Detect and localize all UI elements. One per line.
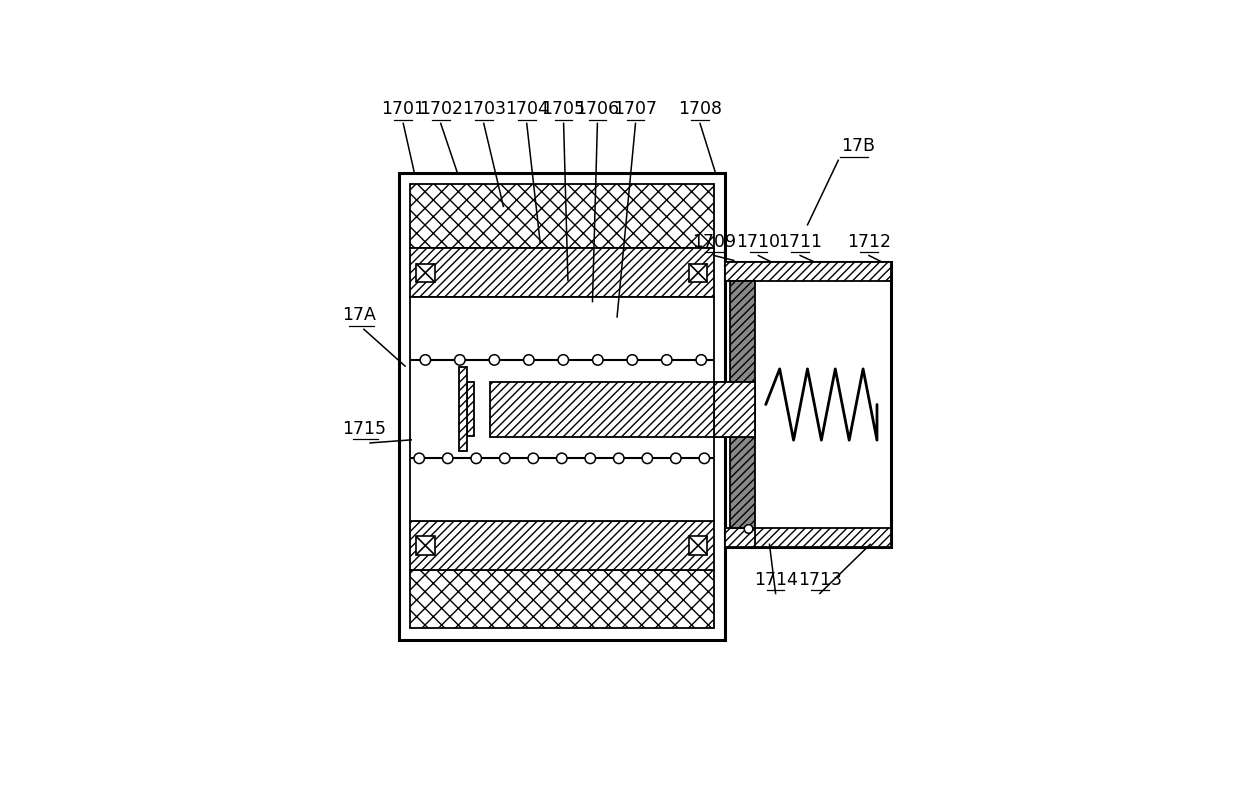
Text: 1706: 1706	[575, 101, 620, 118]
Circle shape	[558, 354, 568, 365]
Circle shape	[614, 453, 624, 464]
Bar	[417, 263, 434, 282]
Bar	[490, 381, 713, 437]
Text: 1710: 1710	[737, 232, 780, 251]
Circle shape	[414, 453, 424, 464]
Circle shape	[489, 354, 500, 365]
Circle shape	[585, 453, 595, 464]
Text: 1711: 1711	[779, 232, 822, 251]
Circle shape	[642, 453, 652, 464]
Text: 1707: 1707	[614, 101, 657, 118]
Bar	[729, 282, 755, 527]
Text: 1715: 1715	[342, 420, 386, 438]
Text: 17A: 17A	[342, 306, 376, 324]
Circle shape	[500, 453, 510, 464]
Text: 1708: 1708	[678, 101, 722, 118]
Text: 1705: 1705	[542, 101, 585, 118]
Text: 1702: 1702	[419, 101, 463, 118]
Bar	[417, 536, 434, 555]
Bar	[724, 262, 890, 547]
Bar	[689, 263, 707, 282]
Circle shape	[696, 354, 707, 365]
Circle shape	[557, 453, 567, 464]
Text: 1709: 1709	[692, 232, 737, 251]
Bar	[713, 381, 755, 437]
Bar	[410, 570, 713, 629]
Bar	[724, 527, 890, 547]
Bar	[724, 262, 890, 282]
Bar	[410, 184, 713, 248]
Circle shape	[744, 524, 753, 533]
Text: 1712: 1712	[847, 232, 892, 251]
Circle shape	[593, 354, 603, 365]
Text: 17B: 17B	[842, 137, 875, 156]
Bar	[689, 536, 707, 555]
Text: 1713: 1713	[797, 571, 842, 589]
Text: 1714: 1714	[754, 571, 797, 589]
Bar	[459, 367, 466, 451]
Circle shape	[528, 453, 538, 464]
Circle shape	[523, 354, 534, 365]
Circle shape	[443, 453, 453, 464]
Circle shape	[661, 354, 672, 365]
Text: 1704: 1704	[505, 101, 548, 118]
Circle shape	[420, 354, 430, 365]
Circle shape	[627, 354, 637, 365]
Bar	[466, 382, 474, 437]
Circle shape	[471, 453, 481, 464]
Bar	[410, 298, 713, 521]
Circle shape	[699, 453, 709, 464]
Bar	[410, 521, 713, 570]
Bar	[399, 172, 724, 639]
Text: 1703: 1703	[461, 101, 506, 118]
Text: 1701: 1701	[381, 101, 425, 118]
Circle shape	[671, 453, 681, 464]
Circle shape	[455, 354, 465, 365]
Bar	[410, 248, 713, 298]
